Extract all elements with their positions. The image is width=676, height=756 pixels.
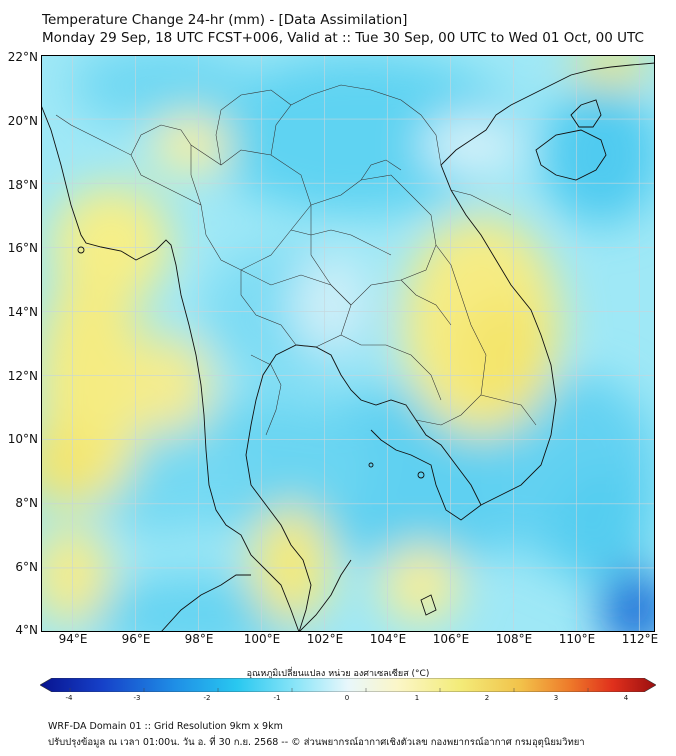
lon-tick-label: 96°E xyxy=(121,632,151,646)
colorbar-title: อุณหภูมิเปลี่ยนแปลง หน่วย องศาเซลเซียส (… xyxy=(246,669,430,679)
temperature-change-map xyxy=(41,55,655,632)
colorbar-tick-label: -4 xyxy=(65,694,73,702)
lon-tick-label: 104°E xyxy=(369,632,407,646)
lon-tick-label: 98°E xyxy=(184,632,214,646)
map-subtitle: Monday 29 Sep, 18 UTC FCST+006, Valid at… xyxy=(42,30,644,46)
lat-tick-label: 18°N xyxy=(7,178,38,192)
colorbar-tick-label: 4 xyxy=(623,694,629,702)
colorbar-tick-label: 0 xyxy=(344,694,350,702)
lon-tick-label: 110°E xyxy=(558,632,596,646)
map-title: Temperature Change 24-hr (mm) - [Data As… xyxy=(42,12,408,28)
lon-tick-label: 102°E xyxy=(306,632,344,646)
lat-tick-label: 10°N xyxy=(7,432,38,446)
lon-tick-label: 94°E xyxy=(58,632,88,646)
colorbar-tick-label: 3 xyxy=(553,694,559,702)
colorbar-tick-label: 2 xyxy=(484,694,490,702)
lat-tick-label: 22°N xyxy=(7,50,38,64)
lat-tick-label: 20°N xyxy=(7,114,38,128)
temperature-field xyxy=(41,55,655,632)
colorbar xyxy=(40,678,656,692)
lat-tick-label: 4°N xyxy=(15,623,38,637)
lat-tick-label: 14°N xyxy=(7,305,38,319)
lon-tick-label: 106°E xyxy=(432,632,470,646)
admin-boundaries xyxy=(55,84,537,436)
lat-tick-label: 16°N xyxy=(7,241,38,255)
lat-tick-label: 8°N xyxy=(15,496,38,510)
lon-tick-label: 100°E xyxy=(243,632,281,646)
colorbar-tick-label: -1 xyxy=(273,694,281,702)
lat-tick-label: 6°N xyxy=(15,560,38,574)
colorbar-tick-label: -3 xyxy=(133,694,141,702)
lat-tick-label: 12°N xyxy=(7,369,38,383)
colorbar-tick-label: 1 xyxy=(414,694,420,702)
footer-update-credit: ปรับปรุงข้อมูล ณ เวลา 01:00น. วัน อ. ที่… xyxy=(48,737,585,748)
lon-tick-label: 112°E xyxy=(621,632,659,646)
footer-domain-info: WRF-DA Domain 01 :: Grid Resolution 9km … xyxy=(48,721,283,732)
lon-tick-label: 108°E xyxy=(495,632,533,646)
colorbar-tick-label: -2 xyxy=(203,694,211,702)
